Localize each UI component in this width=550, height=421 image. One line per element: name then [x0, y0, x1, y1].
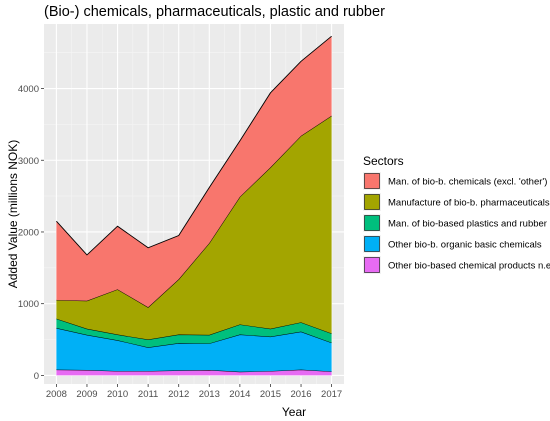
y-tick-label: 0 — [34, 371, 39, 382]
legend-title: Sectors — [363, 154, 404, 168]
legend-label: Other bio-based chemical products n.e.c. — [388, 261, 550, 272]
x-tick-label: 2017 — [321, 389, 342, 400]
legend-label: Other bio-b. organic basic chemicals — [388, 240, 542, 251]
area-series — [56, 328, 332, 372]
legend-label: Man. of bio-b. chemicals (excl. 'other') — [388, 177, 547, 188]
x-axis-ticks: 2008 2009 2010 2011 2012 2013 2014 2015 2016 2017 — [46, 384, 342, 400]
legend-label: Manufacture of bio-b. pharmaceuticals — [388, 198, 550, 209]
legend-swatch — [364, 194, 380, 210]
series-outline — [56, 35, 332, 256]
x-tick-label: 2010 — [107, 389, 128, 400]
area-series — [56, 36, 332, 308]
chart-title: (Bio-) chemicals, pharmaceuticals, plast… — [44, 4, 385, 20]
area-series — [56, 115, 332, 340]
x-tick-label: 2015 — [260, 389, 281, 400]
area-series — [56, 35, 332, 376]
x-tick-label: 2014 — [229, 389, 250, 400]
x-tick-label: 2008 — [46, 389, 67, 400]
area-series — [56, 318, 332, 348]
y-axis-title: Added Value (millions NOK) — [6, 140, 20, 289]
y-tick-label: 1000 — [18, 299, 39, 310]
x-tick-label: 2013 — [199, 389, 220, 400]
y-tick-label: 3000 — [18, 156, 39, 167]
legend-swatch — [364, 257, 380, 273]
x-tick-label: 2016 — [290, 389, 311, 400]
x-tick-label: 2009 — [76, 389, 97, 400]
legend-label: Man. of bio-based plastics and rubber — [388, 219, 547, 230]
y-axis-ticks: 0 1000 2000 3000 4000 — [18, 84, 44, 382]
y-tick-label: 4000 — [18, 84, 39, 95]
x-axis-title: Year — [282, 405, 306, 419]
x-tick-label: 2012 — [168, 389, 189, 400]
legend-swatch — [364, 215, 380, 231]
legend-swatch — [364, 173, 380, 189]
y-tick-label: 2000 — [18, 227, 39, 238]
x-tick-label: 2011 — [138, 389, 158, 400]
legend-swatch — [364, 236, 380, 252]
legend: Sectors Man. of bio-b. chemicals (excl. … — [363, 154, 550, 274]
